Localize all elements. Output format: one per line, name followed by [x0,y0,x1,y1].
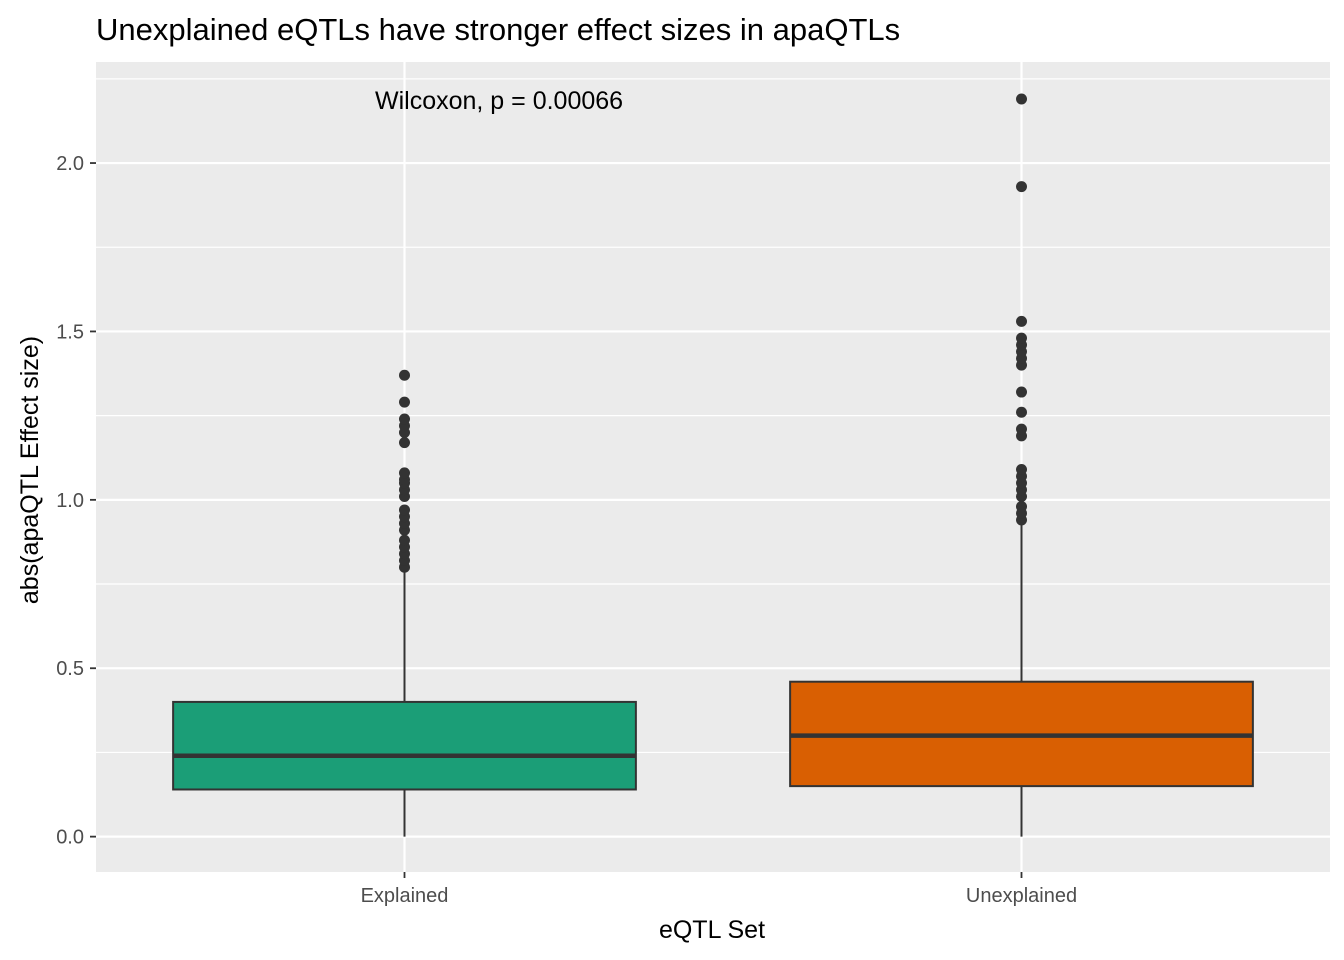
box-body [172,700,637,791]
outlier-point [1016,332,1027,344]
y-tick-label: 0.0 [56,827,84,849]
y-tick-label: 1.0 [56,490,84,512]
outlier-point [399,534,410,546]
x-axis-title: eQTL Set [659,916,765,944]
outlier-point [1016,501,1027,513]
y-tick-label: 1.5 [56,321,84,343]
wilcoxon-annotation: Wilcoxon, p = 0.00066 [375,87,623,115]
y-tick-label: 2.0 [56,153,84,175]
x-axis: Explained Unexplained [361,872,1077,907]
outlier-point [399,467,410,479]
y-axis-title: abs(apaQTL Effect size) [16,336,44,604]
outlier-point [399,437,410,449]
y-axis: 0.0 0.5 1.0 1.5 2.0 [56,153,96,849]
x-tick-label: Explained [361,885,449,907]
outlier-point [399,504,410,516]
x-tick-label: Unexplained [966,885,1077,907]
outlier-point [1016,93,1027,105]
outlier-point [399,396,410,408]
outlier-point [399,413,410,425]
outlier-point [1016,464,1027,476]
outlier-point [1016,423,1027,435]
box-series [172,93,1254,837]
outlier-point [1016,315,1027,327]
outlier-point [1016,181,1027,193]
outlier-point [399,369,410,381]
chart-title: Unexplained eQTLs have stronger effect s… [96,12,900,47]
box-unexplained [789,93,1254,837]
outlier-point [1016,386,1027,398]
box-explained [172,369,637,837]
outlier-point [1016,406,1027,418]
y-tick-label: 0.5 [56,658,84,680]
